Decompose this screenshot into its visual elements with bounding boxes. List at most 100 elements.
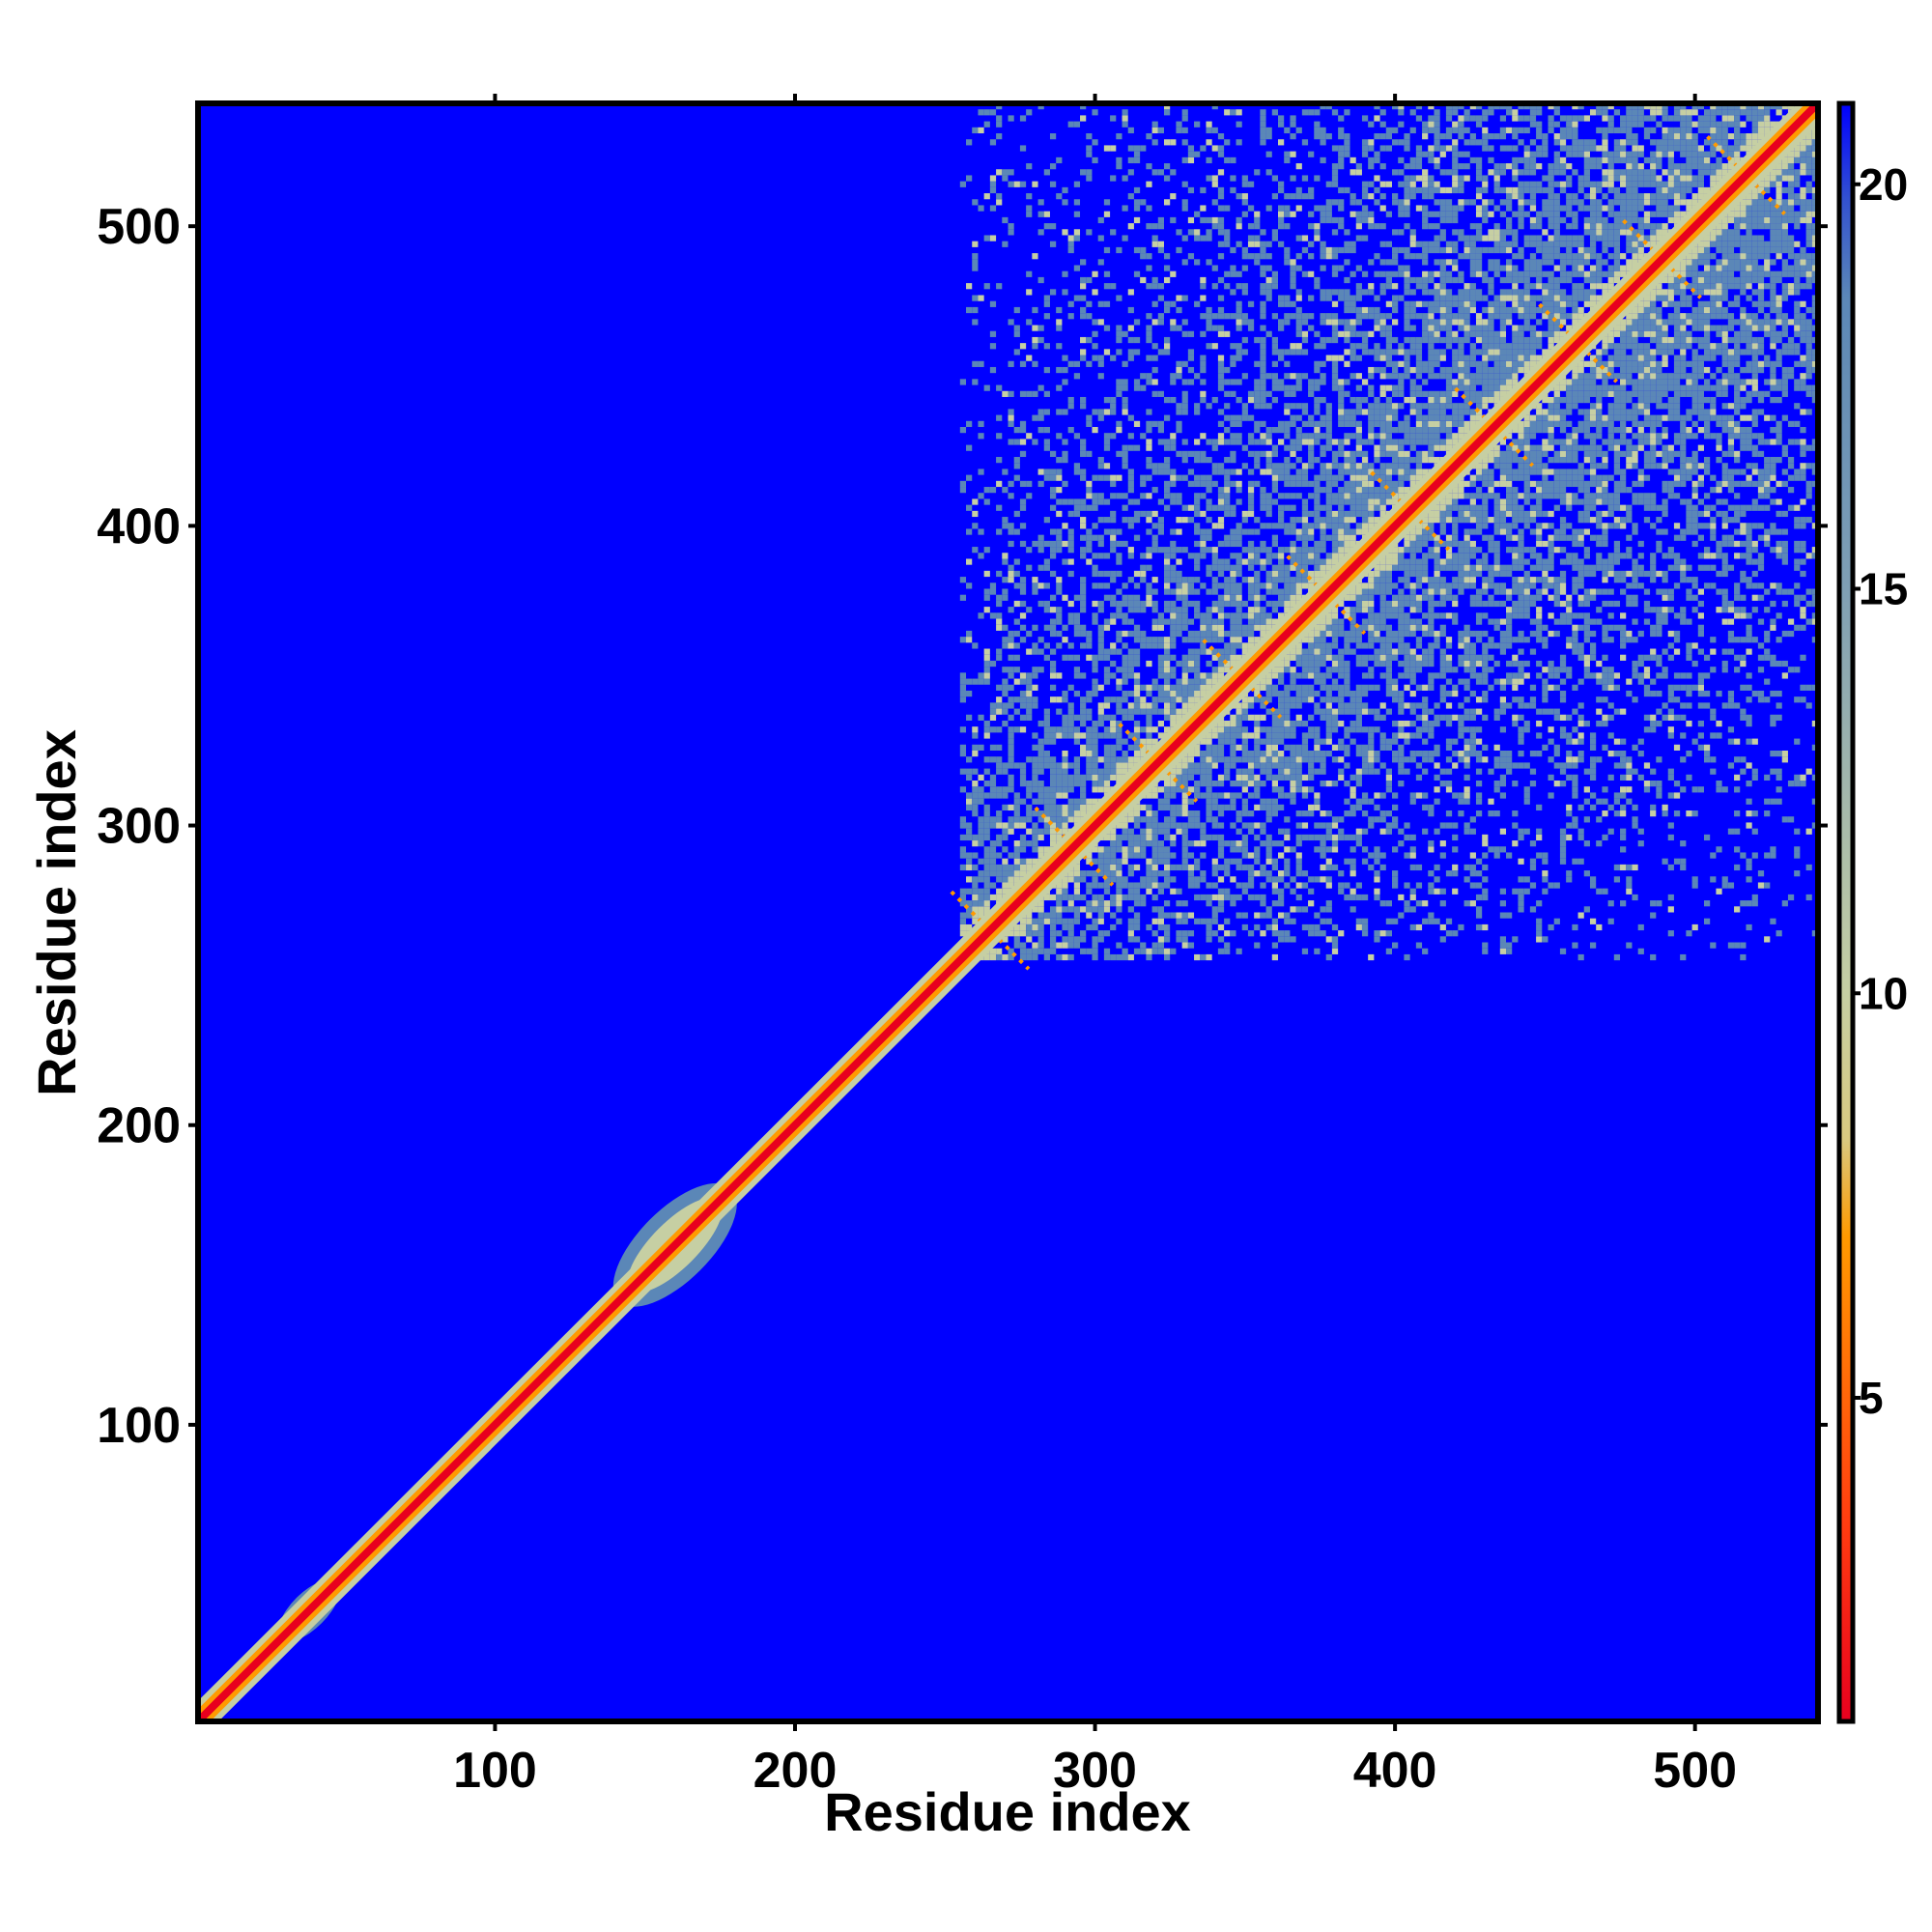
heatmap-cell (1398, 648, 1405, 655)
heatmap-cell (1019, 181, 1027, 187)
heatmap-cell (1080, 259, 1087, 266)
heatmap-cell (1398, 708, 1405, 715)
heatmap-cell (1320, 781, 1326, 787)
heatmap-cell (1392, 612, 1399, 619)
heatmap-cell (1073, 235, 1081, 242)
heatmap-cell (1247, 319, 1255, 326)
heatmap-cell (1385, 270, 1393, 277)
heatmap-cell (1230, 186, 1236, 194)
heatmap-cell (1247, 396, 1255, 404)
heatmap-cell (1320, 420, 1326, 427)
heatmap-cell (996, 852, 1003, 859)
heatmap-cell (996, 504, 1003, 511)
heatmap-cell (1409, 708, 1416, 715)
heatmap-cell (1361, 523, 1369, 529)
heatmap-cell (959, 750, 967, 757)
heatmap-cell (1344, 463, 1350, 469)
heatmap-cell (1385, 127, 1393, 134)
heatmap-cell (1260, 624, 1266, 631)
heatmap-cell (1230, 630, 1236, 638)
heatmap-cell (1368, 822, 1375, 829)
heatmap-cell (1146, 810, 1152, 817)
heatmap-cell (1260, 696, 1266, 703)
heatmap-cell (1271, 109, 1278, 116)
heatmap-cell (1122, 115, 1128, 122)
heatmap-cell (966, 528, 973, 535)
heatmap-cell (1073, 433, 1081, 440)
heatmap-cell (1206, 786, 1212, 793)
heatmap-cell (1200, 630, 1207, 638)
heatmap-cell (1097, 918, 1104, 924)
heatmap-cell (1230, 582, 1236, 589)
heatmap-cell (1062, 270, 1068, 277)
heatmap-cell (1086, 690, 1093, 697)
heatmap-cell (1284, 469, 1291, 475)
heatmap-cell (1032, 336, 1038, 344)
heatmap-cell (1127, 414, 1134, 421)
heatmap-cell (996, 792, 1003, 799)
heatmap-cell (1163, 690, 1171, 697)
heatmap-cell (1241, 781, 1248, 787)
heatmap-cell (1187, 756, 1195, 763)
heatmap-cell (1151, 235, 1158, 242)
heatmap-cell (1037, 828, 1044, 835)
heatmap-cell (1217, 744, 1225, 751)
heatmap-cell (1224, 840, 1231, 847)
heatmap-cell (1314, 750, 1321, 757)
heatmap-cell (1295, 781, 1302, 787)
heatmap-cell (1002, 216, 1009, 224)
heatmap-cell (1385, 558, 1393, 565)
heatmap-cell (1062, 953, 1068, 961)
heatmap-cell (1295, 564, 1302, 571)
heatmap-cell (1062, 690, 1068, 697)
heatmap-cell (1127, 870, 1134, 877)
heatmap-cell (1404, 175, 1410, 182)
heatmap-cell (1176, 121, 1182, 128)
heatmap-cell (1260, 246, 1266, 254)
heatmap-cell (959, 894, 967, 901)
heatmap-cell (1151, 343, 1158, 350)
heatmap-cell (1379, 570, 1386, 578)
heatmap-cell (1217, 582, 1225, 589)
heatmap-cell (1194, 409, 1201, 415)
heatmap-cell (1290, 654, 1296, 661)
heatmap-cell (1314, 360, 1321, 367)
heatmap-cell (1398, 637, 1405, 643)
heatmap-cell (1086, 738, 1093, 745)
heatmap-cell (1067, 121, 1074, 128)
heatmap-cell (1338, 720, 1345, 727)
heatmap-cell (1122, 235, 1128, 242)
heatmap-cell (1080, 786, 1087, 793)
heatmap-cell (1062, 774, 1068, 781)
heatmap-cell (1368, 504, 1375, 511)
heatmap-cell (1361, 510, 1369, 518)
heatmap-cell (1355, 216, 1362, 224)
heatmap-cell (1379, 270, 1386, 277)
heatmap-cell (1110, 714, 1117, 721)
heatmap-cell (1325, 781, 1332, 787)
heatmap-cell (1127, 708, 1134, 715)
heatmap-cell (1385, 564, 1393, 571)
heatmap-cell (1043, 540, 1050, 548)
heatmap-cell (1103, 145, 1111, 152)
heatmap-cell (1254, 726, 1261, 733)
heatmap-cell (1092, 523, 1098, 529)
heatmap-cell (996, 121, 1003, 128)
heatmap-cell (1295, 384, 1302, 391)
heatmap-cell (1200, 534, 1207, 541)
heatmap-cell (1236, 528, 1242, 535)
heatmap-cell (1032, 858, 1038, 865)
heatmap-cell (1206, 732, 1212, 739)
heatmap-cell (1385, 667, 1393, 673)
heatmap-cell (1097, 912, 1104, 919)
heatmap-cell (1355, 504, 1362, 511)
heatmap-cell (1398, 762, 1405, 769)
heatmap-cell (1008, 882, 1014, 889)
heatmap-cell (1187, 630, 1195, 638)
heatmap-cell (1355, 744, 1362, 751)
heatmap-cell (1260, 306, 1266, 314)
heatmap-cell (1301, 923, 1309, 931)
heatmap-cell (1176, 618, 1182, 625)
heatmap-cell (1019, 439, 1027, 445)
heatmap-cell (1122, 540, 1128, 548)
